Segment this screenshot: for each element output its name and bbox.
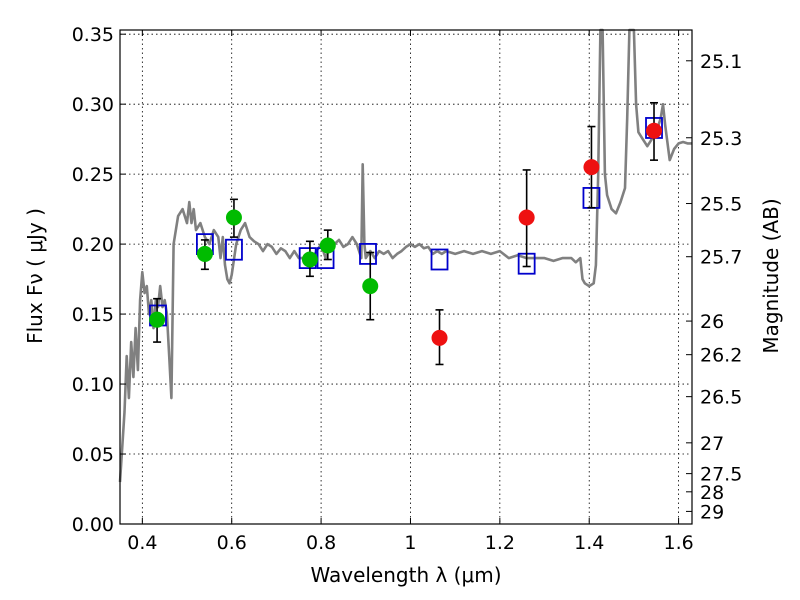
right-tick-label: 27 [700,433,724,455]
right-tick-label: 26.2 [700,345,742,367]
x-tick-label: 1.6 [663,532,693,554]
x-tick-label: 0.6 [217,532,247,554]
model-layer [149,117,663,327]
point-layer [149,122,663,346]
x-tick-label: 1.2 [485,532,515,554]
plot-frame [119,29,693,525]
red-data-point [583,159,600,176]
y-tick-label: 0.05 [72,444,114,466]
x-tick-label: 0.4 [127,532,157,554]
right-tick-label: 26 [700,311,724,333]
red-data-point [431,329,448,346]
y-tick-label: 0.35 [72,24,114,46]
spectrum-layer [118,28,692,483]
model-box-point [359,243,377,265]
y-tick-label: 0.00 [72,514,114,536]
right-tick-label: 26.5 [700,387,742,409]
y-tick-label: 0.15 [72,304,114,326]
y-tick-label: 0.30 [72,94,114,116]
green-data-point [319,237,336,254]
model-box-point [225,238,243,261]
model-spectrum-line [118,28,692,483]
x-tick-label: 1 [404,532,416,554]
green-data-point [225,209,242,226]
y-axis-label: Flux Fν ( μJy ) [23,208,47,344]
red-data-point [518,209,535,226]
y-tick-label: 0.25 [72,164,114,186]
green-data-point [149,311,166,328]
x-tick-label: 1.4 [574,532,604,554]
error-bar-layer [153,101,659,366]
right-tick-label: 25.1 [700,51,742,73]
right-tick-label: 27.5 [700,464,742,486]
grid [120,30,692,525]
x-axis-label: Wavelength λ (μm) [310,563,501,587]
right-tick-label: 25.5 [700,194,742,216]
right-tick-label: 29 [700,501,724,523]
x-tick-label: 0.8 [306,532,336,554]
y-tick-label: 0.10 [72,374,114,396]
green-data-point [301,251,318,268]
green-data-point [362,278,379,295]
x-ticks: 0.4 0.6 0.8 1 1.2 1.4 1.6 [127,30,694,554]
right-tick-label: 25.7 [700,247,742,269]
y-ticks: 0.00 0.05 0.10 0.15 0.20 0.25 0.30 0.35 [72,24,126,536]
y-axis-label-right: Magnitude (AB) [759,198,783,353]
right-tick-label: 25.3 [700,128,742,150]
y-tick-label: 0.20 [72,234,114,256]
right-tick-label: 28 [700,482,724,504]
green-data-point [196,245,213,262]
model-box-point [430,248,449,271]
red-data-point [646,122,663,139]
plot-area-border [119,29,693,525]
